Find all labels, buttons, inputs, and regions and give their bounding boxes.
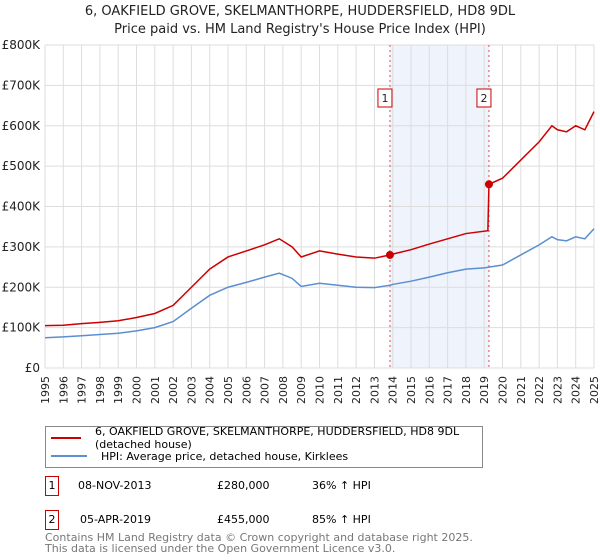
chart-subtitle: Price paid vs. HM Land Registry's House … (114, 22, 486, 37)
legend: 6, OAKFIELD GROVE, SKELMANTHORPE, HUDDER… (45, 425, 483, 468)
x-tick-label: 2023 (551, 376, 564, 404)
legend-item-hpi: HPI: Average price, detached house, Kirk… (46, 447, 348, 465)
series-line (44, 228, 595, 339)
transaction-badge: 2 (45, 510, 59, 530)
x-tick-label: 1999 (112, 376, 125, 404)
legend-swatch-red (51, 437, 81, 439)
transaction-hpi: 36% ↑ HPI (312, 479, 371, 492)
x-tick-label: 2004 (204, 376, 217, 404)
x-tick-label: 2018 (460, 376, 473, 404)
x-tick-label: 2016 (423, 376, 436, 404)
transaction-date: 08-NOV-2013 (78, 479, 152, 492)
x-tick-label: 2007 (259, 376, 272, 404)
annotation-box (377, 88, 393, 108)
sale-point (385, 250, 394, 259)
x-tick-label: 2020 (497, 376, 510, 404)
transaction-row-1: 1 08-NOV-2013 £280,000 36% ↑ HPI (45, 476, 445, 496)
transaction-price: £280,000 (217, 479, 270, 492)
x-tick-label: 2000 (131, 376, 144, 404)
legend-item-property: 6, OAKFIELD GROVE, SKELMANTHORPE, HUDDER… (46, 425, 482, 451)
annotation-box (476, 88, 492, 108)
x-tick-label: 2019 (478, 376, 491, 404)
y-tick-label: £100K (2, 321, 42, 335)
x-tick-label: 2006 (240, 376, 253, 404)
y-tick-label: £200K (2, 280, 42, 294)
x-tick-label: 1996 (57, 376, 70, 404)
transaction-badge: 1 (45, 476, 59, 496)
x-tick-label: 2015 (405, 376, 418, 404)
y-tick-label: £500K (2, 159, 42, 173)
y-tick-label: £700K (2, 78, 42, 92)
transaction-row-2: 2 05-APR-2019 £455,000 85% ↑ HPI (45, 510, 445, 530)
y-tick-label: £600K (2, 119, 42, 133)
series-line (44, 111, 595, 327)
x-tick-label: 1995 (39, 376, 52, 404)
y-tick-label: £800K (2, 38, 42, 52)
x-tick-label: 2025 (588, 376, 600, 404)
chart-title: 6, OAKFIELD GROVE, SKELMANTHORPE, HUDDER… (84, 4, 516, 19)
x-tick-label: 2013 (368, 376, 381, 404)
x-tick-label: 2010 (314, 376, 327, 404)
legend-label: HPI: Average price, detached house, Kirk… (101, 449, 349, 463)
y-tick-label: £400K (2, 200, 42, 214)
legend-swatch-blue (51, 455, 87, 457)
x-tick-label: 2009 (295, 376, 308, 404)
x-tick-label: 2024 (570, 376, 583, 404)
x-tick-label: 2002 (167, 376, 180, 404)
x-tick-label: 2017 (442, 376, 455, 404)
price-chart: 1995 1996 1997 1998 1999 2000 2001 2002 2003 2004… (2, 38, 600, 404)
x-tick-label: 2022 (533, 376, 546, 404)
sale-point (484, 180, 493, 189)
x-tick-label: 2003 (185, 376, 198, 404)
x-tick-label: 2008 (277, 376, 290, 404)
x-tick-label: 2011 (332, 376, 345, 404)
x-tick-label: 1997 (76, 376, 89, 404)
x-tick-label: 2001 (149, 376, 162, 404)
legend-label: 6, OAKFIELD GROVE, SKELMANTHORPE, HUDDER… (95, 425, 460, 451)
transaction-price: £455,000 (217, 513, 270, 526)
annotation-label: 2 (480, 92, 487, 105)
footer-licence: This data is licensed under the Open Gov… (45, 542, 396, 555)
y-tick-label: £300K (2, 240, 42, 254)
annotation-label: 1 (381, 92, 388, 105)
transaction-hpi: 85% ↑ HPI (312, 513, 371, 526)
y-tick-label: £0 (25, 361, 40, 375)
x-tick-label: 2012 (350, 376, 363, 404)
x-tick-label: 1998 (94, 376, 107, 404)
footer-copyright: Contains HM Land Registry data © Crown c… (45, 531, 473, 544)
transaction-date: 05-APR-2019 (80, 513, 152, 526)
x-tick-label: 2005 (222, 376, 235, 404)
x-tick-label: 2021 (515, 376, 528, 404)
x-tick-label: 2014 (387, 376, 400, 404)
